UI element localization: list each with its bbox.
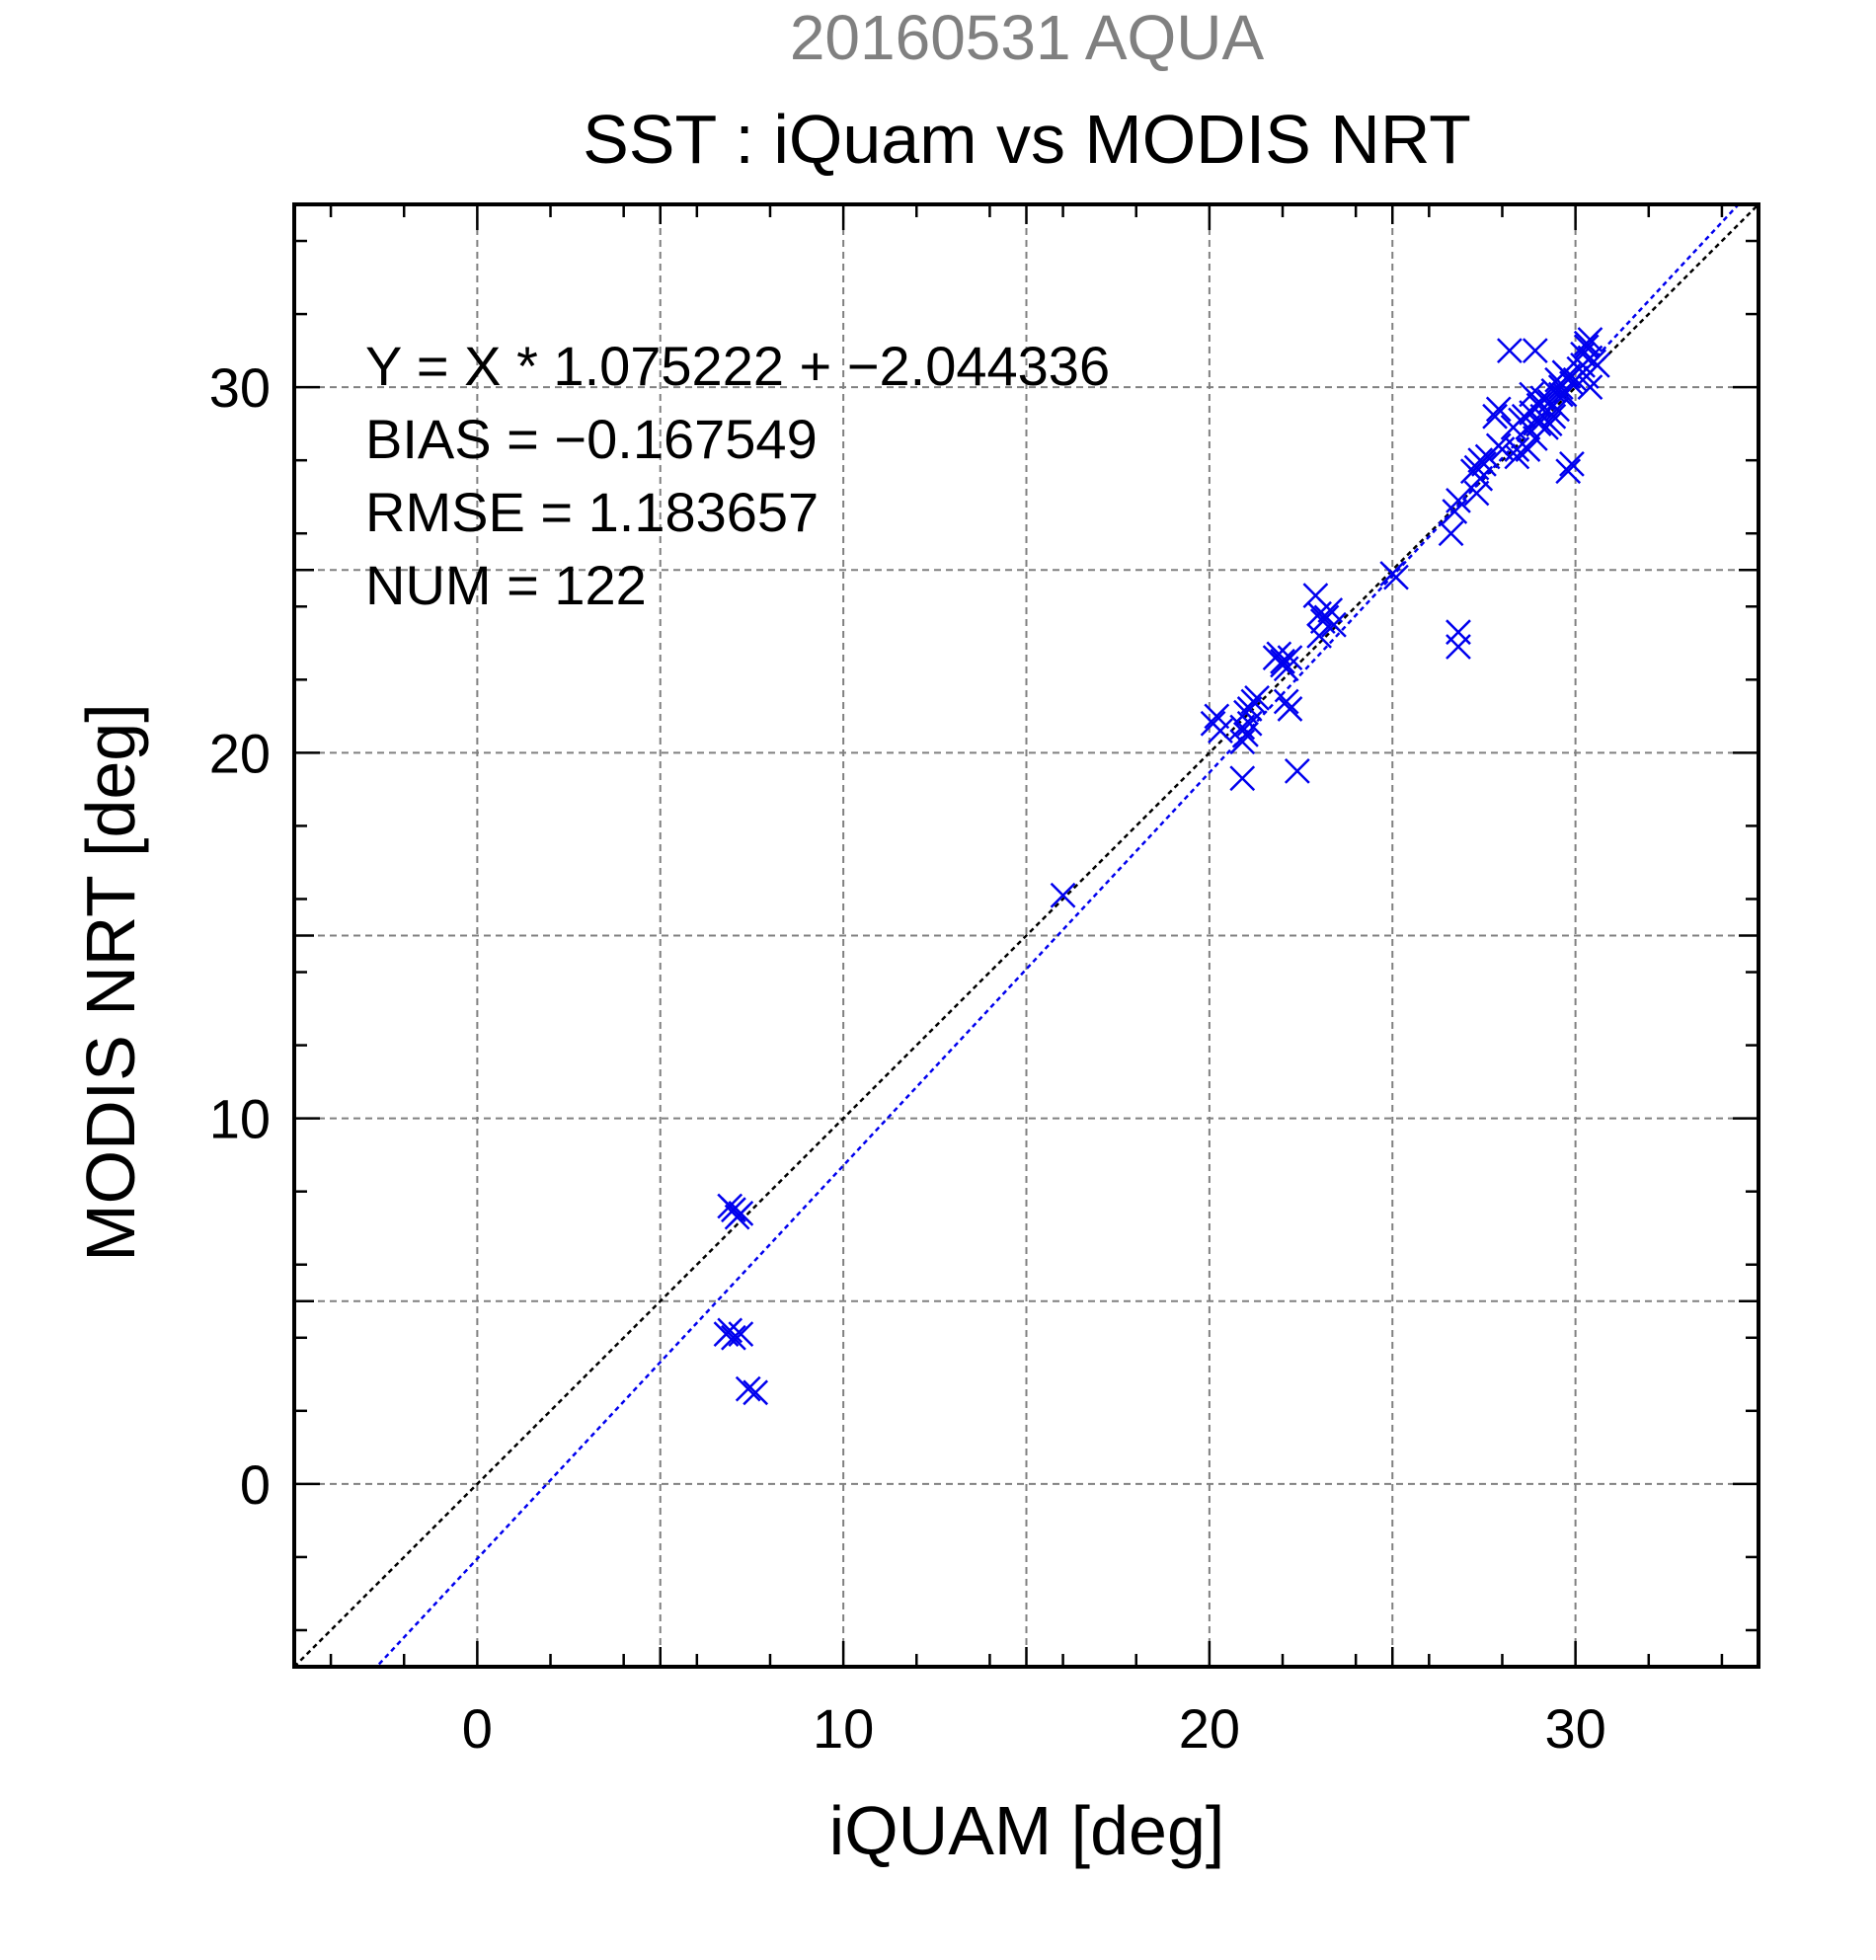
data-point bbox=[717, 1193, 743, 1219]
stats-equation: Y = X * 1.075222 + −2.044336 bbox=[365, 335, 1110, 397]
stats-num: NUM = 122 bbox=[365, 554, 647, 616]
x-tick-label: 0 bbox=[462, 1697, 493, 1760]
data-point bbox=[1446, 634, 1471, 660]
data-point bbox=[1204, 703, 1230, 730]
data-point bbox=[1273, 688, 1299, 715]
data-point bbox=[1229, 729, 1256, 755]
data-point bbox=[728, 1201, 754, 1226]
data-point bbox=[1270, 652, 1295, 678]
data-point bbox=[1383, 564, 1409, 590]
plot-frame bbox=[292, 202, 1760, 1669]
data-point bbox=[1555, 458, 1582, 485]
data-point bbox=[1471, 450, 1497, 477]
data-point bbox=[1050, 882, 1076, 908]
data-point bbox=[1540, 403, 1567, 430]
data-point bbox=[1208, 718, 1233, 745]
data-point bbox=[1284, 758, 1310, 784]
data-point bbox=[1317, 597, 1344, 623]
data-point bbox=[1277, 696, 1303, 722]
data-point bbox=[721, 1324, 746, 1351]
data-point bbox=[1467, 465, 1494, 492]
x-tick-label: 30 bbox=[1544, 1697, 1605, 1760]
data-point bbox=[717, 1317, 743, 1344]
data-point bbox=[1525, 411, 1552, 437]
data-point bbox=[1577, 327, 1603, 353]
tick-labels: 0 10 20 30 0 10 20 30 bbox=[209, 356, 1606, 1760]
y-tick-label: 30 bbox=[209, 356, 271, 419]
chart-title: SST : iQuam vs MODIS NRT bbox=[583, 101, 1471, 178]
data-point bbox=[1446, 619, 1471, 646]
data-point bbox=[1236, 696, 1263, 722]
data-point bbox=[1244, 684, 1270, 711]
data-point bbox=[1504, 436, 1530, 462]
x-axis-label: iQUAM [deg] bbox=[829, 1792, 1225, 1869]
regression-fit-line bbox=[374, 204, 1741, 1667]
y-axis-label: MODIS NRT [deg] bbox=[72, 703, 149, 1261]
y-tick-label: 20 bbox=[209, 722, 271, 784]
data-point bbox=[1559, 450, 1585, 477]
data-point bbox=[1463, 480, 1490, 507]
chart-suptitle: 20160531 AQUA bbox=[790, 2, 1265, 73]
data-point bbox=[743, 1379, 769, 1406]
data-point bbox=[1438, 520, 1464, 547]
y-tick-label: 0 bbox=[240, 1453, 271, 1516]
data-point bbox=[1536, 411, 1563, 437]
data-point bbox=[1584, 353, 1610, 378]
data-point bbox=[1229, 765, 1256, 792]
stats-annotation: Y = X * 1.075222 + −2.044336 BIAS = −0.1… bbox=[365, 335, 1110, 616]
data-point bbox=[1270, 648, 1295, 674]
data-point bbox=[1573, 334, 1600, 360]
data-point bbox=[1309, 608, 1336, 634]
x-tick-label: 20 bbox=[1179, 1697, 1240, 1760]
x-tick-label: 10 bbox=[813, 1697, 874, 1760]
data-point bbox=[1515, 436, 1541, 462]
stats-rmse: RMSE = 1.183657 bbox=[365, 481, 819, 543]
data-point bbox=[1306, 623, 1332, 649]
grid-lines bbox=[294, 204, 1759, 1667]
data-point bbox=[1577, 374, 1603, 401]
data-point bbox=[1522, 338, 1548, 363]
data-point bbox=[1446, 488, 1471, 513]
stats-bias: BIAS = −0.167549 bbox=[365, 408, 818, 470]
data-point bbox=[735, 1375, 761, 1402]
y-tick-label: 10 bbox=[209, 1088, 271, 1150]
data-point bbox=[1497, 338, 1523, 363]
data-points bbox=[713, 327, 1610, 1406]
data-point bbox=[1485, 396, 1512, 423]
data-point bbox=[1482, 403, 1508, 430]
